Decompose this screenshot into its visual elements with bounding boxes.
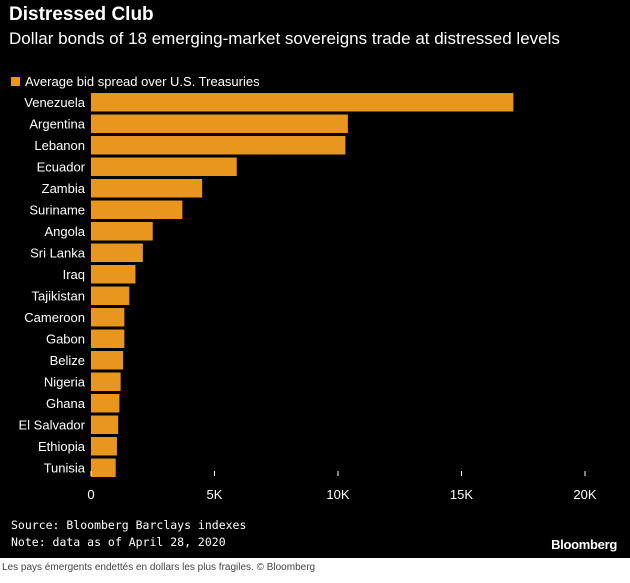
bar [91,265,136,284]
source-text: Source: Bloomberg Barclays indexes [11,518,247,532]
chart-title: Distressed Club [9,4,154,25]
bar [91,286,130,305]
bar [91,243,143,262]
category-label: Tajikistan [32,288,85,303]
chart-panel: Distressed Club Dollar bonds of 18 emerg… [0,0,630,558]
bar [91,93,514,112]
bar [91,179,203,198]
bar [91,114,348,133]
bar [91,308,125,327]
x-tick-label: 15K [450,487,473,502]
chart-legend: Average bid spread over U.S. Treasuries [11,74,260,89]
legend-label: Average bid spread over U.S. Treasuries [25,74,260,89]
category-label: Tunisia [44,460,86,475]
category-label: Cameroon [24,310,85,325]
image-caption: Les pays émergents endettés en dollars l… [2,562,316,573]
category-label: Ghana [46,396,86,411]
category-label: Belize [50,353,85,368]
bar [91,458,116,477]
category-label: El Salvador [19,417,86,432]
bar [91,329,125,348]
bar [91,415,119,434]
category-label: Lebanon [34,138,85,153]
chart-subtitle: Dollar bonds of 18 emerging-market sover… [9,29,560,48]
category-label: Zambia [42,181,86,196]
bar [91,437,117,456]
x-tick-label: 20K [573,487,596,502]
category-label: Ethiopia [38,439,86,454]
category-label: Gabon [46,331,85,346]
bar [91,222,153,241]
category-label: Argentina [29,116,85,131]
category-label: Iraq [63,267,85,282]
category-label: Nigeria [44,374,86,389]
bar [91,372,121,391]
x-tick-label: 0 [87,487,94,502]
bar [91,394,120,413]
category-label: Sri Lanka [30,245,86,260]
legend-swatch [11,77,20,86]
bar [91,157,237,176]
x-tick-label: 5K [207,487,223,502]
note-text: Note: data as of April 28, 2020 [11,535,226,549]
bar [91,136,346,155]
category-label: Suriname [29,202,85,217]
bar [91,200,183,219]
x-tick-label: 10K [326,487,349,502]
category-label: Angola [45,224,86,239]
bar [91,351,124,370]
category-label: Ecuador [37,159,86,174]
category-label: Venezuela [24,95,85,110]
bloomberg-logo: Bloomberg [551,537,617,552]
chart-footer: Source: Bloomberg Barclays indexes Note:… [11,517,246,551]
bar-chart: Venezuela Argentina Lebanon Ecuador Zambia Su… [19,93,597,502]
